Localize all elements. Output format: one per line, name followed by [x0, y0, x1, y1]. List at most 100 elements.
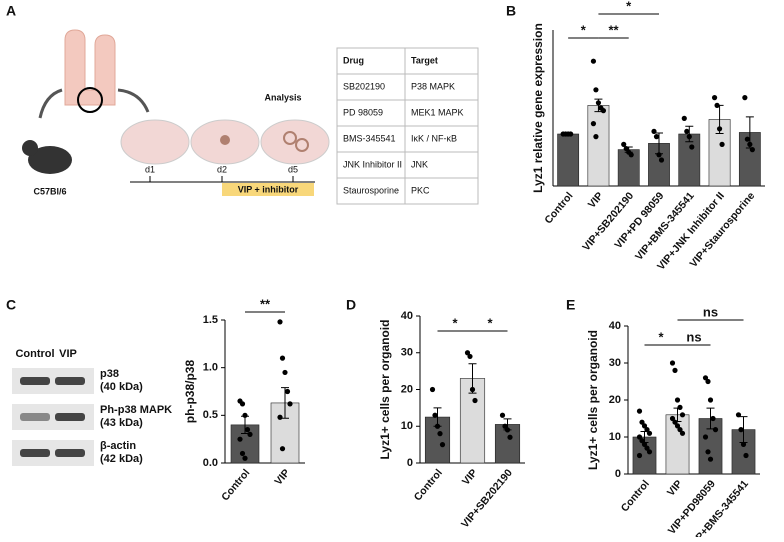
table-cell: PKC	[411, 185, 430, 195]
y-tick-label: 0.0	[203, 457, 218, 469]
band-label: (42 kDa)	[100, 453, 143, 465]
band-label: Ph-p38 MAPK	[100, 404, 172, 416]
y-tick-label: 30	[609, 357, 621, 369]
x-tick-label: Control	[219, 467, 252, 503]
data-point	[237, 436, 243, 442]
data-point	[277, 414, 283, 420]
data-point	[247, 431, 253, 437]
data-point	[656, 152, 662, 158]
data-point	[600, 108, 607, 114]
data-point	[702, 375, 709, 381]
data-point	[636, 434, 643, 440]
significance-label: *	[452, 315, 458, 330]
band	[20, 377, 50, 385]
band	[55, 377, 85, 385]
arrow	[38, 88, 63, 119]
data-point	[636, 452, 643, 459]
y-axis-label: Lyz1+ cells per organoid	[378, 320, 392, 460]
data-point	[242, 412, 248, 418]
panel-label: C	[6, 297, 16, 313]
day-label: d5	[288, 164, 298, 174]
table-cell: JNK Inhibitor II	[343, 159, 402, 169]
data-point	[639, 438, 645, 444]
panel-label: E	[566, 297, 575, 313]
data-point	[743, 452, 749, 459]
data-point	[568, 131, 574, 137]
data-point	[702, 434, 709, 440]
significance-label: *	[581, 22, 587, 37]
x-tick-label: VIP	[586, 190, 606, 211]
significance-label: *	[487, 315, 493, 330]
data-point	[646, 430, 653, 436]
data-point	[707, 456, 714, 462]
x-tick-label: VIP	[272, 467, 292, 488]
data-point	[244, 427, 251, 433]
y-tick-label: 10	[609, 431, 621, 443]
data-point	[242, 455, 248, 461]
data-point	[669, 360, 676, 366]
data-point	[628, 152, 634, 158]
x-tick-label: VIP	[460, 467, 480, 488]
day-label: d1	[145, 164, 155, 174]
table-cell: MEK1 MAPK	[411, 107, 464, 117]
x-tick-label: Control	[542, 190, 575, 226]
band	[55, 413, 85, 421]
significance-label: ns	[686, 329, 701, 344]
data-point	[502, 423, 508, 429]
y-tick-label: 40	[401, 310, 413, 322]
data-point	[740, 441, 747, 447]
table-cell: IκK / NF-κB	[411, 133, 457, 143]
data-point	[641, 441, 648, 447]
y-axis-label: Lyz1 relative gene expression	[531, 23, 545, 193]
data-point	[239, 401, 246, 407]
data-point	[437, 431, 443, 437]
data-point	[644, 427, 650, 433]
data-point	[646, 449, 653, 455]
data-point	[464, 350, 471, 356]
data-point	[681, 115, 687, 121]
intestine	[64, 29, 116, 106]
x-tick-label: Control	[619, 478, 652, 514]
data-point	[707, 397, 714, 403]
y-axis-label: Lyz1+ cells per organoid	[586, 330, 600, 470]
data-point	[641, 423, 648, 429]
data-point	[284, 388, 291, 395]
mouse-head	[22, 140, 38, 156]
band-label: (40 kDa)	[100, 381, 143, 393]
organoid	[283, 131, 297, 145]
band	[55, 449, 85, 457]
data-point	[504, 427, 511, 433]
data-point	[677, 427, 683, 433]
y-tick-label: 1.5	[203, 314, 218, 326]
data-point	[590, 58, 597, 64]
arrow	[117, 88, 150, 113]
data-point	[636, 408, 643, 414]
data-point	[677, 404, 683, 410]
data-point	[593, 134, 599, 140]
data-point	[621, 141, 627, 147]
data-point	[735, 412, 742, 418]
schematic: C57Bl/6 Analysis d1 d2 d5 VIP + inhibito…	[22, 29, 330, 196]
data-point	[674, 397, 681, 403]
data-point	[669, 415, 676, 422]
data-point	[716, 126, 723, 132]
crypt-circle	[77, 87, 103, 113]
panel-label: B	[506, 3, 516, 19]
lane-label: Control	[15, 348, 54, 360]
significance-label: *	[658, 329, 664, 344]
data-point	[684, 128, 690, 134]
data-point	[595, 100, 602, 106]
treatment-label: VIP + inhibitor	[238, 184, 299, 194]
data-point	[279, 446, 286, 452]
panel-label: A	[6, 3, 16, 19]
drug-table: Drug Target SB202190 P38 MAPK PD 98059 MEK1 M…	[336, 47, 479, 205]
data-point	[658, 157, 665, 163]
data-point	[472, 397, 478, 404]
significance-label: ns	[703, 304, 718, 319]
data-point	[432, 412, 438, 418]
data-point	[714, 102, 720, 108]
dish	[120, 119, 190, 165]
data-point	[593, 87, 599, 93]
data-point	[712, 427, 719, 433]
